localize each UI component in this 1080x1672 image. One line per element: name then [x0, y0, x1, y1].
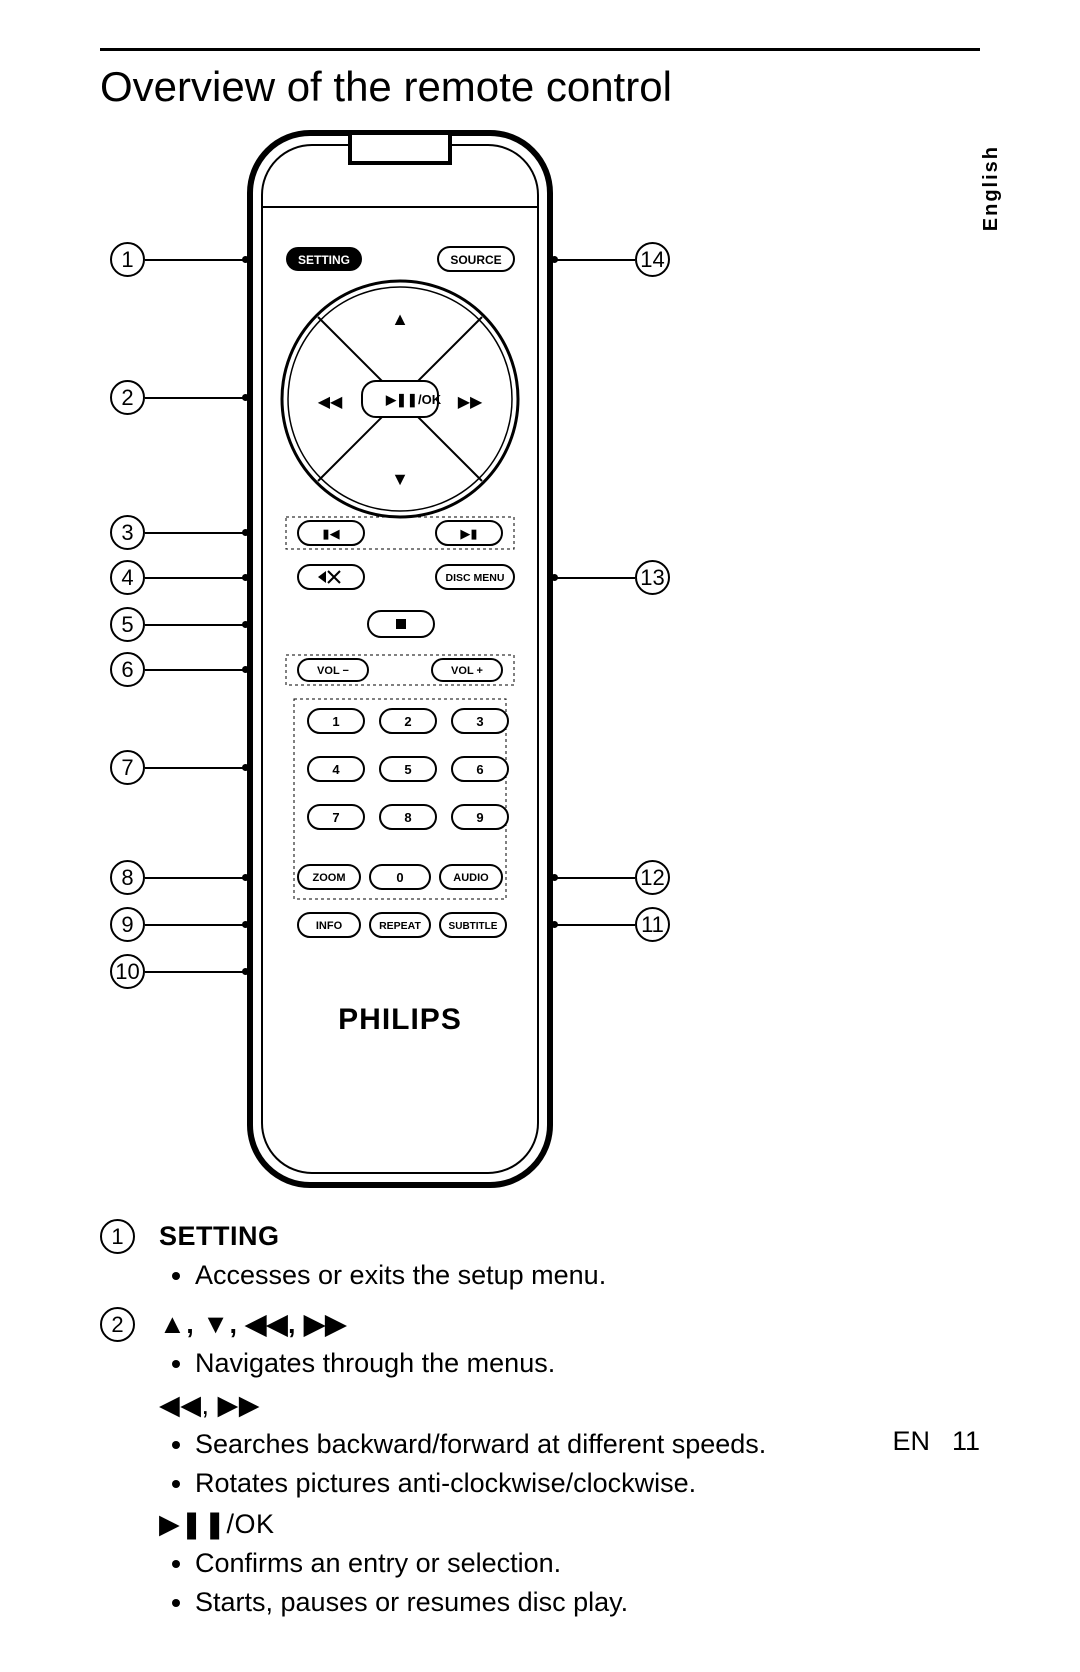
svg-text:AUDIO: AUDIO	[453, 872, 489, 884]
bullet: Accesses or exits the setup menu.	[195, 1256, 606, 1295]
svg-text:3: 3	[476, 714, 483, 729]
svg-text:DISC MENU: DISC MENU	[446, 572, 505, 584]
svg-text:REPEAT: REPEAT	[379, 920, 421, 932]
remote-diagram: SETTING SOURCE ▶❚❚ /OK ▲ ▼ ◀◀ ▶▶ ▮	[110, 129, 670, 1209]
callout-13: 13	[555, 560, 670, 595]
svg-text:6: 6	[476, 762, 483, 777]
source-button: SOURCE	[438, 247, 514, 271]
svg-text:PHILIPS: PHILIPS	[338, 1003, 462, 1036]
callout-9: 9	[110, 907, 245, 942]
svg-text:9: 9	[476, 810, 483, 825]
callout-14: 14	[555, 242, 670, 277]
bullet: Confirms an entry or selection.	[195, 1544, 766, 1583]
language-tab: English	[980, 145, 1003, 231]
callout-2: 2	[110, 380, 245, 415]
svg-text:SUBTITLE: SUBTITLE	[449, 921, 498, 932]
svg-text:VOL +: VOL +	[451, 665, 483, 677]
svg-text:5: 5	[404, 762, 411, 777]
svg-text:▶❚❚: ▶❚❚	[385, 392, 418, 408]
svg-text:▼: ▼	[391, 469, 409, 489]
svg-text:SOURCE: SOURCE	[450, 253, 501, 267]
remote-illustration: SETTING SOURCE ▶❚❚ /OK ▲ ▼ ◀◀ ▶▶ ▮	[246, 129, 554, 1189]
definitions-list: 1SETTINGAccesses or exits the setup menu…	[100, 1217, 980, 1622]
definition-1: 1SETTINGAccesses or exits the setup menu…	[100, 1217, 980, 1295]
svg-text:0: 0	[396, 870, 403, 885]
bullet: Navigates through the menus.	[195, 1344, 766, 1383]
callout-11: 11	[555, 907, 670, 942]
svg-text:ZOOM: ZOOM	[313, 872, 346, 884]
svg-text:7: 7	[332, 810, 339, 825]
page-footer: EN11	[892, 1426, 980, 1457]
callout-4: 4	[110, 560, 245, 595]
callout-10: 10	[110, 954, 245, 989]
callout-3: 3	[110, 515, 245, 550]
svg-text:▶▶: ▶▶	[458, 394, 483, 411]
svg-text:▲: ▲	[391, 309, 409, 329]
svg-text:SETTING: SETTING	[298, 253, 350, 267]
callout-7: 7	[110, 750, 245, 785]
svg-text:INFO: INFO	[316, 920, 343, 932]
bullet: Rotates pictures anti-clockwise/clockwis…	[195, 1464, 766, 1503]
svg-text:◀◀: ◀◀	[318, 394, 343, 411]
svg-text:2: 2	[404, 714, 411, 729]
definition-2: 2▲, ▼, ◀◀, ▶▶Navigates through the menus…	[100, 1305, 980, 1622]
svg-text:1: 1	[332, 714, 339, 729]
svg-text:▮◀: ▮◀	[322, 526, 339, 541]
svg-text:4: 4	[332, 762, 340, 777]
bullet: Starts, pauses or resumes disc play.	[195, 1583, 766, 1622]
svg-text:8: 8	[404, 810, 411, 825]
callout-5: 5	[110, 607, 245, 642]
setting-button: SETTING	[286, 247, 362, 271]
bullet: Searches backward/forward at different s…	[195, 1425, 766, 1464]
page-title: Overview of the remote control	[100, 63, 980, 111]
callout-12: 12	[555, 860, 670, 895]
callout-6: 6	[110, 652, 245, 687]
svg-text:▶▮: ▶▮	[460, 526, 477, 541]
svg-text:VOL −: VOL −	[317, 665, 349, 677]
svg-text:/OK: /OK	[418, 392, 442, 407]
callout-1: 1	[110, 242, 245, 277]
callout-8: 8	[110, 860, 245, 895]
